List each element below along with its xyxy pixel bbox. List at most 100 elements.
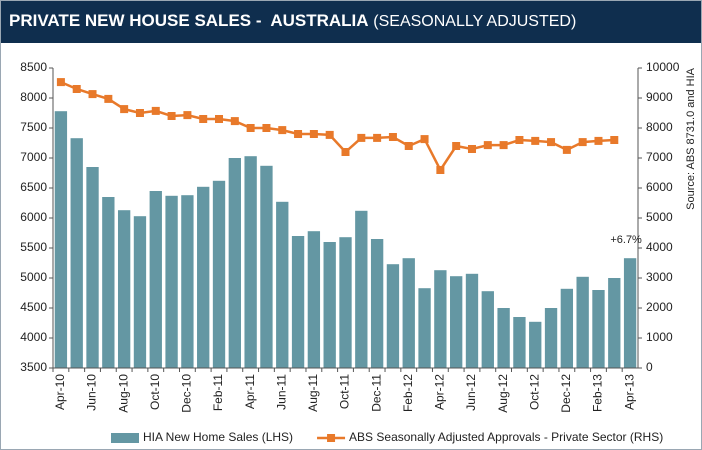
bar bbox=[149, 191, 162, 368]
line-marker bbox=[452, 142, 461, 150]
line-marker bbox=[562, 145, 571, 154]
line-marker bbox=[467, 145, 476, 153]
bar bbox=[212, 180, 226, 368]
line-marker bbox=[104, 94, 113, 103]
line-marker bbox=[436, 166, 445, 174]
y-tick-label: 5000 bbox=[20, 270, 47, 284]
bar bbox=[386, 264, 400, 368]
bar bbox=[228, 158, 241, 368]
bar bbox=[608, 278, 621, 368]
bar bbox=[513, 317, 526, 368]
bar bbox=[529, 321, 542, 368]
x-tick-label: Apr-12 bbox=[433, 374, 447, 410]
line-marker bbox=[388, 133, 397, 141]
bar bbox=[54, 111, 68, 368]
line-marker bbox=[151, 106, 160, 115]
line-marker bbox=[262, 124, 271, 132]
x-tick-label: Apr-11 bbox=[243, 374, 257, 409]
x-tick-label: Feb-11 bbox=[211, 374, 225, 411]
y2-tick-label: 9000 bbox=[646, 90, 673, 104]
y2-tick-label: 5000 bbox=[646, 210, 673, 224]
bar bbox=[402, 258, 415, 368]
bar bbox=[102, 197, 115, 368]
bar bbox=[560, 288, 574, 368]
x-tick-label: Apr-13 bbox=[622, 374, 636, 410]
legend-swatch bbox=[327, 434, 336, 442]
chart-subtitle: (SEASONALLY ADJUSTED) bbox=[373, 13, 577, 30]
bar bbox=[86, 167, 99, 368]
bar bbox=[197, 186, 210, 368]
bar bbox=[291, 236, 305, 368]
bar bbox=[465, 273, 479, 368]
bar bbox=[133, 216, 147, 368]
y2-tick-label: 1000 bbox=[646, 330, 673, 344]
x-tick-label: Feb-12 bbox=[401, 374, 415, 412]
line bbox=[60, 80, 615, 173]
legend-label: ABS Seasonally Adjusted Approvals - Priv… bbox=[349, 430, 663, 444]
bar bbox=[244, 156, 257, 368]
x-tick-label: Jun-11 bbox=[274, 374, 288, 410]
line-marker bbox=[547, 138, 556, 147]
line-marker bbox=[499, 141, 508, 150]
x-tick-label: Aug-11 bbox=[306, 374, 320, 412]
bar bbox=[370, 239, 384, 368]
line-marker bbox=[420, 135, 429, 144]
y2-tick-label: 3000 bbox=[646, 270, 673, 284]
x-tick-label: Oct-12 bbox=[527, 374, 541, 410]
line-marker bbox=[578, 138, 587, 147]
bar bbox=[450, 276, 463, 368]
x-tick-label: Jun-10 bbox=[85, 374, 99, 411]
bar bbox=[481, 291, 494, 368]
line-marker bbox=[246, 124, 255, 132]
line-marker bbox=[515, 136, 524, 144]
bar bbox=[307, 231, 321, 368]
source-note: Source: ABS 8731.0 and HIA bbox=[685, 67, 697, 210]
y-tick-label: 8000 bbox=[20, 90, 47, 104]
header: PRIVATE NEW HOUSE SALES - AUSTRALIA (SEA… bbox=[1, 1, 701, 43]
bar bbox=[576, 276, 589, 368]
x-tick-label: Dec-11 bbox=[369, 374, 383, 412]
bar bbox=[323, 242, 336, 368]
y-tick-label: 7500 bbox=[20, 120, 47, 134]
bar bbox=[434, 270, 447, 368]
y-tick-label: 4500 bbox=[20, 300, 47, 314]
bar bbox=[355, 210, 368, 368]
bar bbox=[117, 210, 131, 368]
line-marker bbox=[215, 115, 224, 123]
line-marker bbox=[120, 105, 129, 114]
bar bbox=[165, 195, 178, 368]
y-tick-label: 7000 bbox=[20, 150, 47, 164]
bar bbox=[260, 165, 273, 368]
line-marker bbox=[483, 141, 492, 150]
line-marker bbox=[56, 78, 65, 87]
line-marker bbox=[183, 111, 192, 120]
line-marker bbox=[309, 130, 318, 138]
legend-swatch bbox=[111, 433, 139, 443]
line-marker bbox=[325, 130, 334, 139]
line-marker bbox=[167, 112, 176, 120]
x-tick-label: Aug-10 bbox=[116, 374, 130, 413]
x-tick-label: Dec-10 bbox=[180, 374, 194, 413]
line-marker bbox=[294, 130, 303, 138]
y2-tick-label: 2000 bbox=[646, 300, 673, 314]
line-marker bbox=[278, 126, 287, 135]
bar bbox=[623, 258, 637, 368]
y2-tick-label: 4000 bbox=[646, 240, 673, 254]
y-tick-label: 6500 bbox=[20, 180, 47, 194]
bar bbox=[276, 201, 289, 368]
x-tick-label: Apr-10 bbox=[53, 374, 67, 410]
line-marker bbox=[373, 133, 382, 142]
legend-label: HIA New Home Sales (LHS) bbox=[143, 430, 293, 444]
line-marker bbox=[135, 109, 144, 117]
x-tick-label: Jun-12 bbox=[464, 374, 478, 411]
x-tick-label: Aug-12 bbox=[496, 374, 510, 413]
bar bbox=[339, 237, 352, 368]
bar bbox=[592, 290, 605, 368]
line-marker bbox=[404, 142, 413, 150]
line-marker bbox=[531, 136, 540, 145]
y2-tick-label: 10000 bbox=[646, 60, 680, 74]
line-marker bbox=[341, 148, 350, 156]
y-tick-label: 5500 bbox=[20, 240, 47, 254]
annotation: +6.7% bbox=[610, 234, 642, 246]
